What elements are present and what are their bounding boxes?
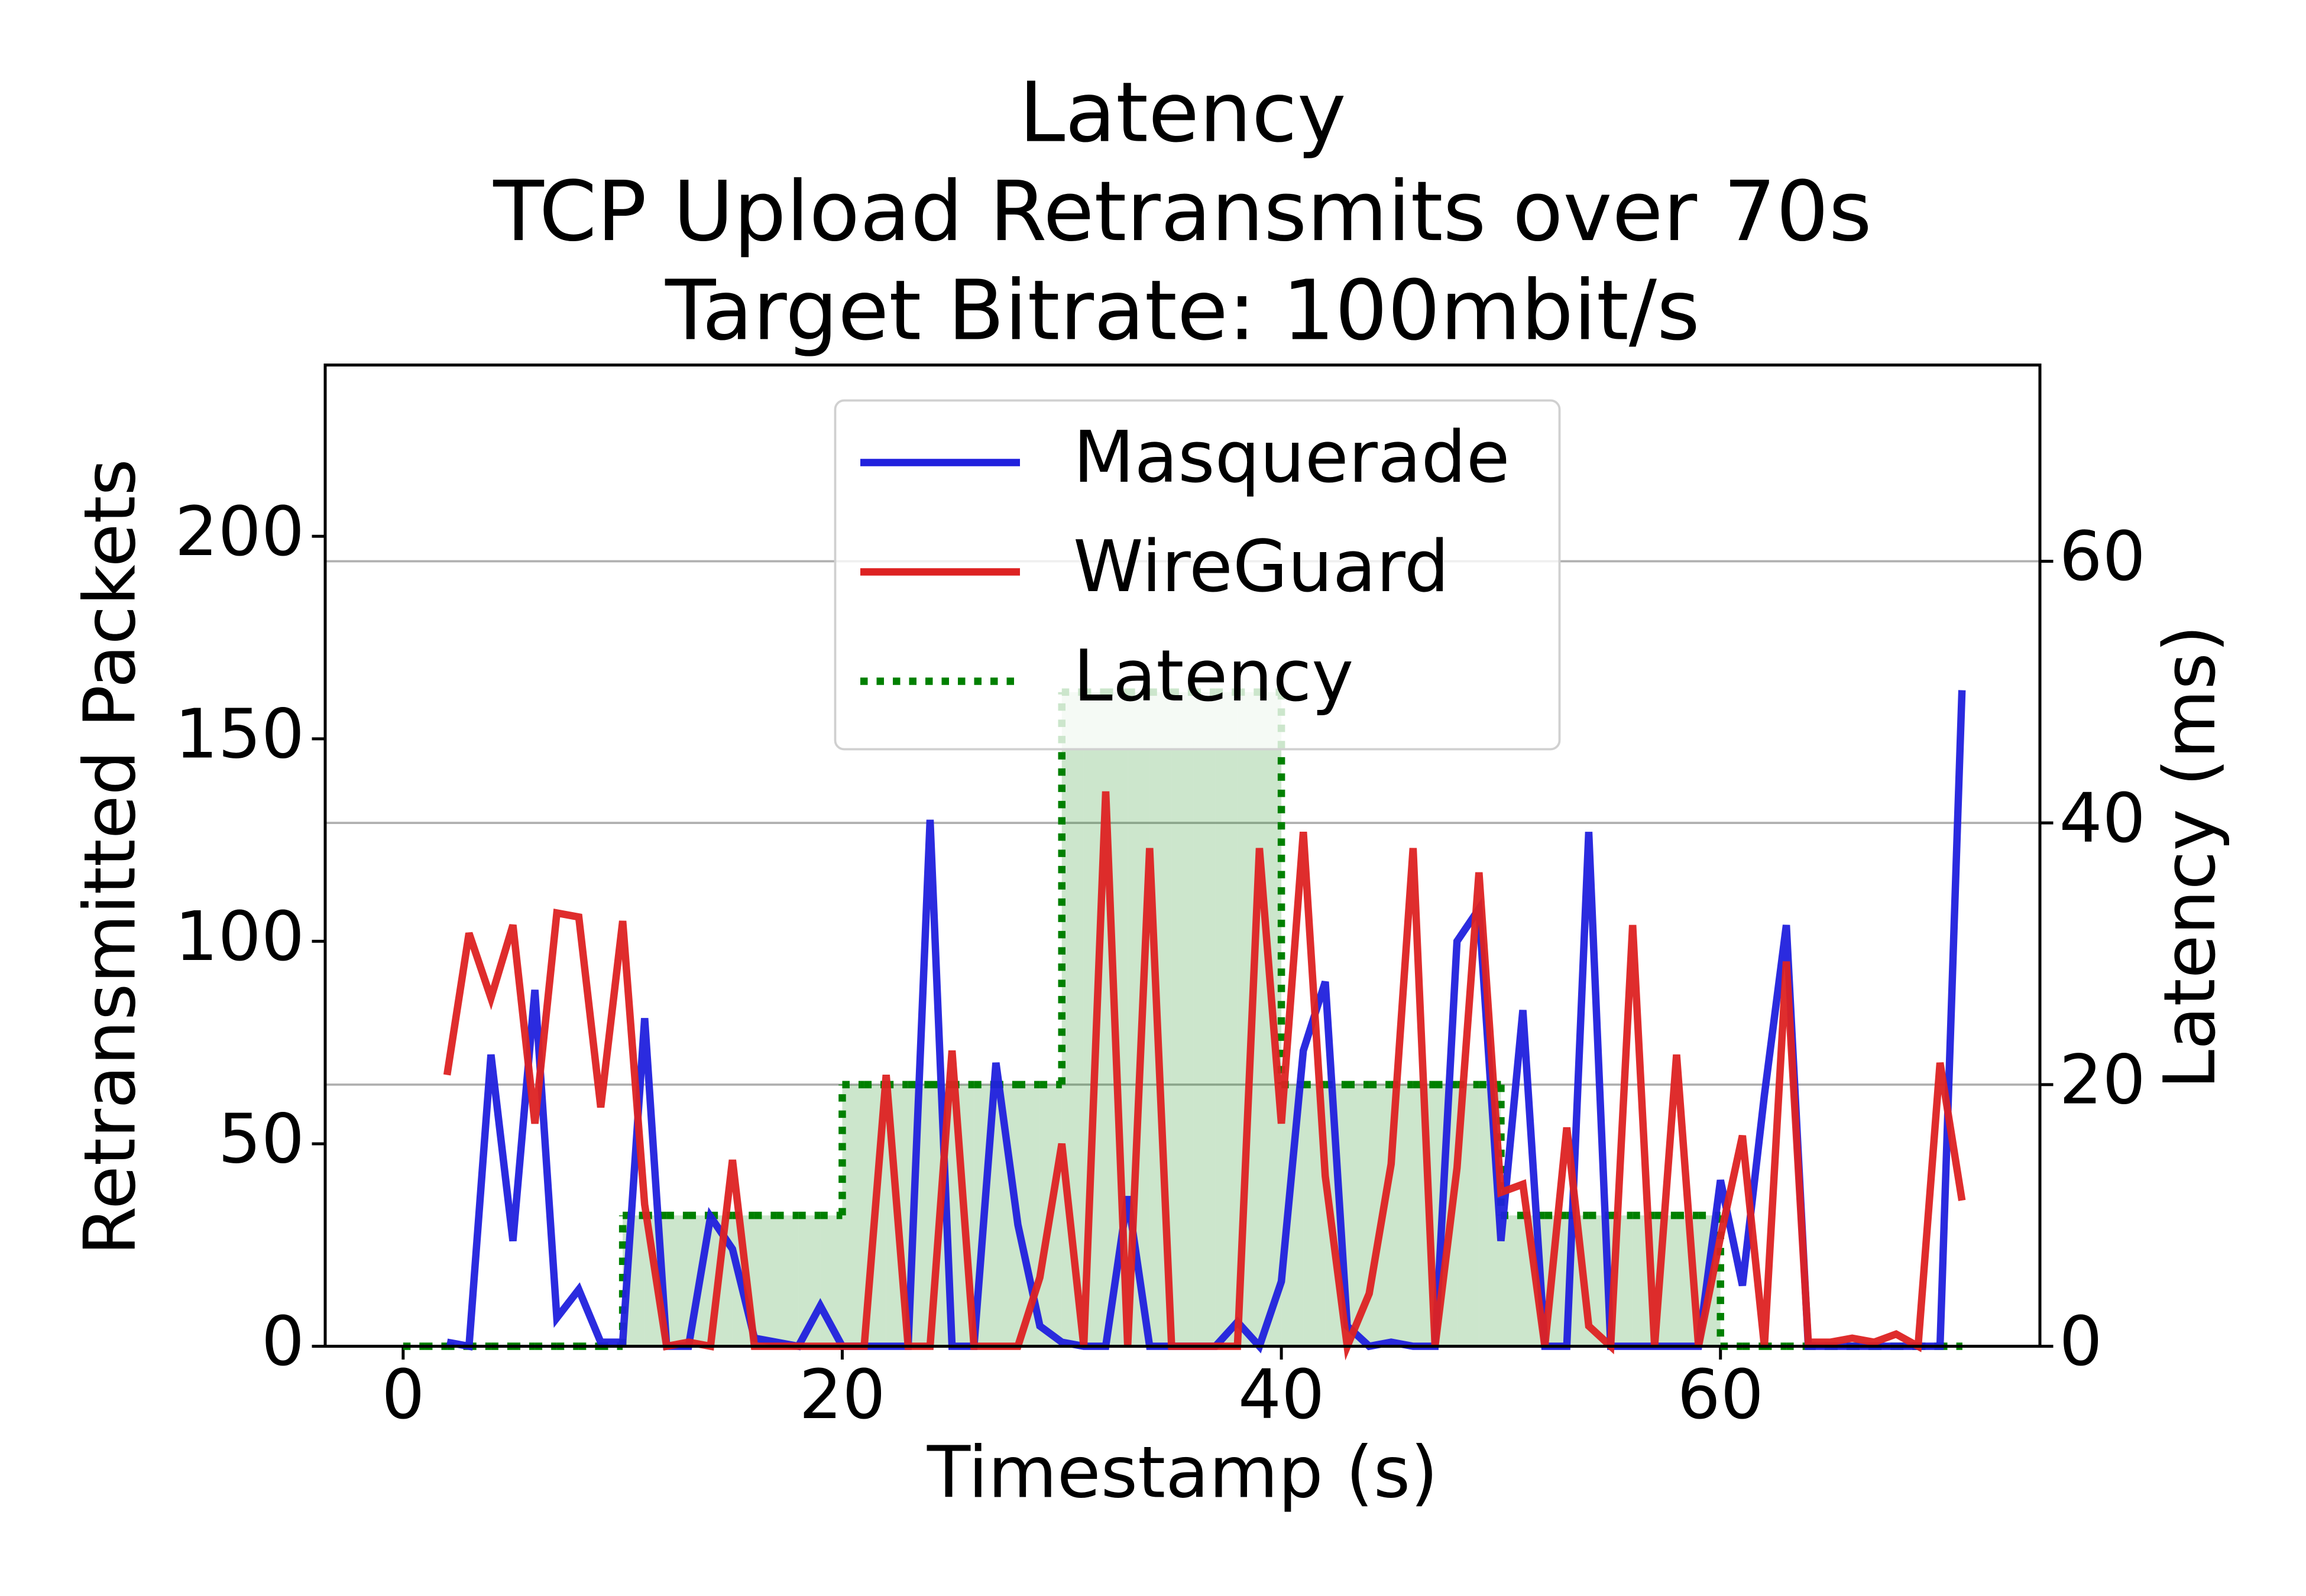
y2-tick-label: 0 [2059, 1302, 2103, 1381]
x-tick-label: 0 [381, 1355, 425, 1435]
y2-axis-label: Latency (ms) [2149, 625, 2231, 1089]
x-tick-label: 60 [1677, 1355, 1764, 1435]
latency-area [1193, 692, 1216, 1347]
x-tick-label: 20 [799, 1355, 885, 1435]
chart-title: Target Bitrate: 100mbit/s [665, 263, 1700, 359]
latency-area [666, 1215, 689, 1347]
legend-label: Masquerade [1073, 417, 1510, 499]
chart-title: Latency [1019, 65, 1346, 161]
chart-title: TCP Upload Retransmits over 70s [493, 164, 1871, 260]
legend-label: Latency [1073, 635, 1353, 718]
y-tick-label: 50 [218, 1100, 305, 1179]
y-axis-label: Retransmitted Packets [70, 459, 152, 1256]
x-tick-label: 40 [1238, 1355, 1324, 1435]
latency-step-riser [618, 692, 1724, 1347]
latency-area [754, 1215, 777, 1347]
y2-tick-label: 40 [2059, 779, 2146, 858]
legend-box [834, 399, 1561, 751]
plot-frame [323, 364, 2042, 1348]
y2-tick-label: 60 [2059, 517, 2146, 596]
x-axis-label: Timestamp (s) [927, 1432, 1438, 1514]
y-tick-label: 150 [175, 695, 305, 774]
latency-area [1171, 692, 1194, 1347]
latency-area [1215, 692, 1238, 1347]
legend-label: WireGuard [1073, 526, 1449, 608]
y-tick-label: 200 [175, 492, 305, 572]
y-tick-label: 0 [261, 1302, 305, 1381]
y2-tick-label: 20 [2059, 1041, 2146, 1120]
y-tick-label: 100 [175, 897, 305, 977]
latency-area [776, 1215, 799, 1347]
